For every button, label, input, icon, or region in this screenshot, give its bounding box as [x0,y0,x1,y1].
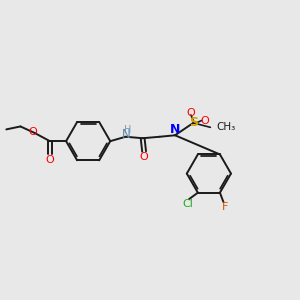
Text: O: O [140,152,148,162]
Text: O: O [187,108,195,118]
Text: CH₃: CH₃ [217,122,236,132]
Text: O: O [46,155,54,165]
Text: O: O [29,127,38,137]
Text: Cl: Cl [182,199,193,209]
Text: N: N [170,124,180,136]
Text: F: F [222,202,228,212]
Text: N: N [122,128,130,141]
Text: H: H [124,125,131,135]
Text: O: O [200,116,209,126]
Text: S: S [189,116,198,129]
